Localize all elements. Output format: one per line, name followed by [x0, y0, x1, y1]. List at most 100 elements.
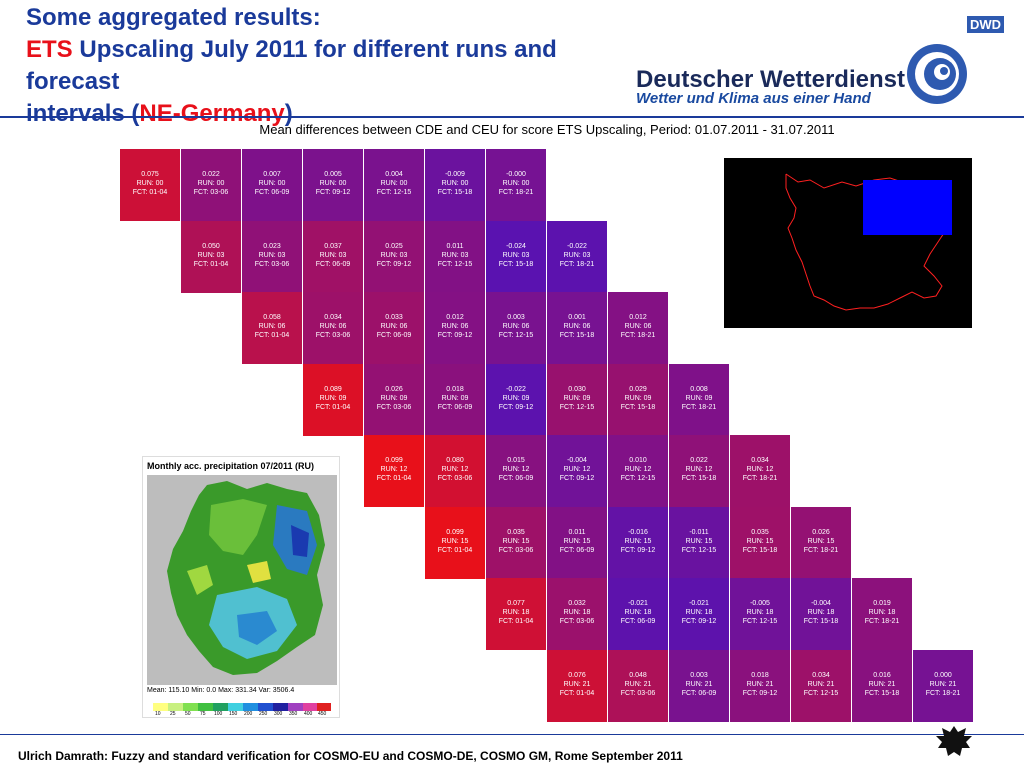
cell-fct: FCT: 09-12 — [559, 475, 595, 482]
cell-fct: FCT: 09-12 — [498, 403, 534, 411]
heatmap-cell: 0.034 RUN: 21 FCT: 12-15 — [791, 649, 851, 722]
title-line-3-end: ) — [284, 100, 293, 127]
heatmap-cell: -0.009 RUN: 00 FCT: 15-18 — [425, 149, 485, 221]
heatmap-cell: 0.003 RUN: 21 FCT: 06-09 — [669, 649, 729, 722]
cell-run: RUN: 12 — [624, 466, 652, 473]
legend-tick: 450 — [318, 711, 327, 717]
cell-run: RUN: 06 — [258, 323, 286, 330]
cell-value: 0.076 — [568, 671, 586, 679]
cell-run: RUN: 09 — [685, 394, 713, 402]
cell-run: RUN: 18 — [807, 609, 835, 616]
cell-value: 0.089 — [324, 385, 342, 393]
heatmap-cell: 0.005 RUN: 00 FCT: 09-12 — [303, 149, 363, 221]
cell-fct: FCT: 09-12 — [620, 546, 656, 554]
cell-run: RUN: 21 — [624, 680, 652, 688]
cell-value: -0.011 — [689, 528, 709, 536]
cell-run: RUN: 00 — [319, 180, 347, 187]
heatmap-cell: 0.058 RUN: 06 FCT: 01-04 — [242, 292, 302, 364]
cell-run: RUN: 12 — [380, 466, 408, 473]
cell-run: RUN: 21 — [807, 680, 835, 688]
legend-tick: 150 — [229, 711, 238, 717]
cell-run: RUN: 12 — [746, 466, 774, 473]
dwd-tagline: Wetter und Klima aus einer Hand — [636, 90, 871, 107]
cell-run: RUN: 00 — [441, 180, 469, 187]
cell-run: RUN: 06 — [624, 323, 652, 330]
cell-fct: FCT: 06-09 — [681, 689, 717, 697]
cell-fct: FCT: 06-09 — [559, 546, 595, 554]
cell-fct: FCT: 01-04 — [193, 260, 229, 268]
cell-value: 0.025 — [385, 242, 403, 250]
cell-value: 0.018 — [446, 385, 464, 393]
cell-run: RUN: 06 — [380, 323, 408, 330]
heatmap-cell: 0.019 RUN: 18 FCT: 18-21 — [852, 578, 912, 650]
cell-fct: FCT: 15-18 — [803, 618, 839, 625]
heatmap-cell: 0.080 RUN: 12 FCT: 03-06 — [425, 435, 485, 507]
title-ets: ETS — [26, 36, 73, 63]
heatmap-cell: 0.025 RUN: 03 FCT: 09-12 — [364, 220, 424, 293]
cell-value: 0.005 — [324, 171, 342, 178]
heatmap-cell: -0.011 RUN: 15 FCT: 12-15 — [669, 506, 729, 579]
cell-run: RUN: 18 — [746, 609, 774, 616]
heatmap-cell: 0.016 RUN: 21 FCT: 15-18 — [852, 649, 912, 722]
legend-tick: 50 — [185, 711, 191, 717]
cell-fct: FCT: 01-04 — [559, 689, 595, 697]
legend-tick: 250 — [259, 711, 268, 717]
cell-fct: FCT: 12-15 — [681, 546, 717, 554]
dwd-logo: DWD Deutscher Wetterdienst Wetter und Kl… — [608, 14, 1012, 112]
cell-value: 0.019 — [873, 600, 891, 607]
cell-value: 0.026 — [812, 528, 830, 536]
cell-run: RUN: 09 — [380, 394, 408, 402]
heatmap-cell: 0.022 RUN: 00 FCT: 03-06 — [181, 149, 241, 221]
heatmap-cell: 0.048 RUN: 21 FCT: 03-06 — [608, 649, 668, 722]
cell-value: -0.021 — [628, 600, 648, 607]
slide-title: Some aggregated results: ETS Upscaling J… — [26, 2, 616, 130]
cell-value: 0.012 — [446, 314, 464, 321]
cell-fct: FCT: 06-09 — [254, 189, 290, 196]
legend-tick: 10 — [155, 711, 161, 717]
cell-run: RUN: 21 — [746, 680, 774, 688]
heatmap-cell: -0.000 RUN: 00 FCT: 18-21 — [486, 149, 546, 221]
cell-value: 0.037 — [324, 242, 342, 250]
cell-run: RUN: 06 — [502, 323, 530, 330]
cell-value: 0.015 — [507, 457, 525, 464]
legend-tick: 100 — [214, 711, 223, 717]
heatmap-cell: 0.023 RUN: 03 FCT: 03-06 — [242, 220, 302, 293]
heatmap-cell: 0.034 RUN: 12 FCT: 18-21 — [730, 435, 790, 507]
title-region: NE-Germany — [139, 100, 285, 127]
cell-value: 0.003 — [690, 671, 708, 679]
cell-value: 0.007 — [263, 171, 281, 178]
cell-run: RUN: 15 — [441, 537, 469, 545]
cell-value: 0.010 — [629, 457, 647, 464]
cell-run: RUN: 06 — [441, 323, 469, 330]
cell-run: RUN: 03 — [380, 251, 408, 259]
heatmap-cell: 0.012 RUN: 06 FCT: 18-21 — [608, 292, 668, 364]
cell-run: RUN: 00 — [258, 180, 286, 187]
heatmap-cell: -0.022 RUN: 09 FCT: 09-12 — [486, 363, 546, 436]
heatmap-cell: -0.024 RUN: 03 FCT: 15-18 — [486, 220, 546, 293]
cell-value: -0.021 — [689, 600, 709, 607]
cell-fct: FCT: 09-12 — [681, 618, 717, 625]
legend-tick: 400 — [304, 711, 313, 717]
cell-run: RUN: 00 — [380, 180, 408, 187]
chart-title: Mean differences between CDE and CEU for… — [259, 122, 835, 137]
cell-run: RUN: 03 — [441, 251, 469, 259]
heatmap-cell: 0.033 RUN: 06 FCT: 06-09 — [364, 292, 424, 364]
cell-fct: FCT: 09-12 — [315, 189, 351, 196]
cell-value: 0.035 — [507, 528, 525, 536]
cell-fct: FCT: 03-06 — [193, 189, 229, 196]
heatmap-cell: 0.099 RUN: 15 FCT: 01-04 — [425, 506, 485, 579]
cell-run: RUN: 03 — [258, 251, 286, 259]
cell-fct: FCT: 06-09 — [498, 475, 534, 482]
cell-fct: FCT: 12-15 — [742, 618, 778, 625]
legend-tick: 25 — [170, 711, 176, 717]
cell-value: 0.035 — [751, 528, 769, 536]
cell-fct: FCT: 15-18 — [437, 189, 473, 196]
cell-fct: FCT: 18-21 — [925, 689, 961, 697]
precip-field — [147, 475, 337, 685]
cell-fct: FCT: 01-04 — [376, 475, 412, 482]
cell-run: RUN: 15 — [746, 537, 774, 545]
cell-fct: FCT: 03-06 — [437, 475, 473, 482]
cell-value: 0.075 — [141, 171, 159, 178]
heatmap-cell: 0.076 RUN: 21 FCT: 01-04 — [547, 649, 607, 722]
legend-tick: 300 — [274, 711, 283, 717]
